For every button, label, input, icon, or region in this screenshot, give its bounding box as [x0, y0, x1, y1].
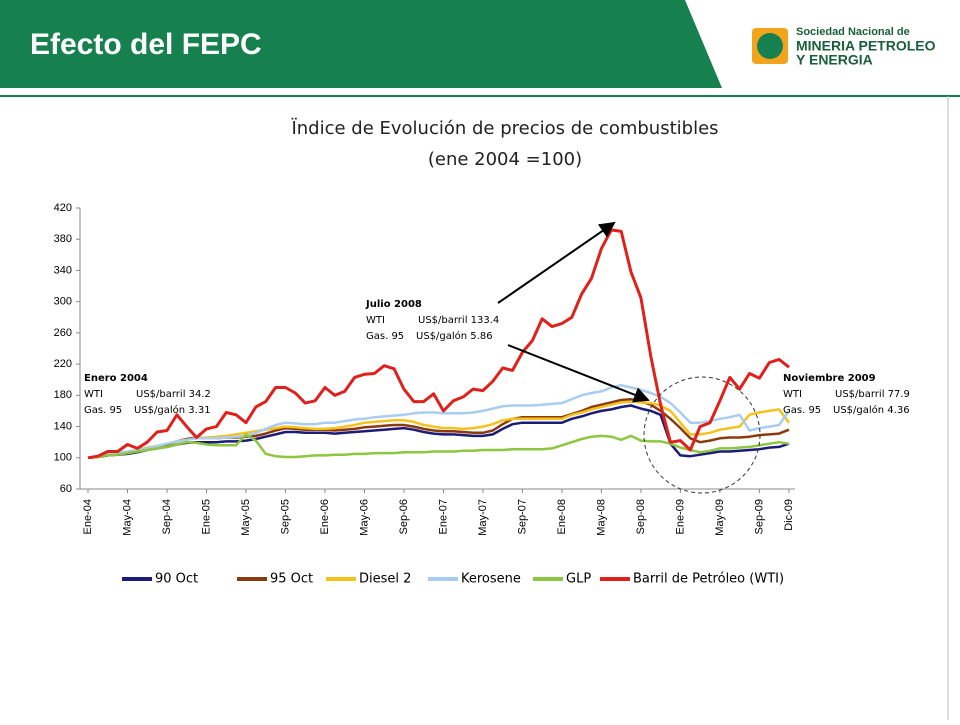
- legend-label: Kerosene: [461, 572, 521, 587]
- chart-subtitle: (ene 2004 =100): [428, 149, 582, 170]
- y-tick-label: 340: [54, 264, 72, 276]
- y-tick-label: 260: [54, 327, 72, 339]
- y-tick-label: 180: [54, 389, 72, 401]
- annotation-value: US$/barril 77.9: [835, 389, 910, 400]
- y-tick-label: 380: [54, 233, 72, 245]
- logo-text: MINERIA PETROLEO: [796, 38, 936, 54]
- annotation-value: US$/barril 133.4: [418, 315, 499, 326]
- x-tick-label: Sep-08: [635, 499, 647, 534]
- annotation-label: WTI: [366, 315, 385, 326]
- x-tick-label: May-04: [121, 499, 133, 536]
- annotation-title: Enero 2004: [84, 373, 148, 384]
- annotation-label: WTI: [783, 389, 802, 400]
- header-band: [0, 0, 722, 88]
- logo-icon-inner: [757, 33, 783, 59]
- legend-label: GLP: [566, 572, 591, 587]
- logo-text: Sociedad Nacional de: [796, 26, 910, 38]
- x-tick-label: Dic-09: [783, 499, 795, 531]
- chart-title: Ïndice de Evolución de precios de combus…: [291, 118, 718, 139]
- x-tick-label: Ene-05: [200, 499, 212, 534]
- x-tick-label: Ene-06: [319, 499, 331, 534]
- x-tick-label: May-08: [595, 499, 607, 536]
- plot: 60 100 140 180 220 260 300 340 380 420 Ene-04 May-0…: [54, 202, 795, 536]
- y-tick-label: 60: [60, 483, 72, 495]
- x-tick-label: Ene-09: [674, 499, 686, 534]
- x-tick-label: May-09: [714, 499, 726, 536]
- series-line: [87, 383, 791, 460]
- legend-label: Barril de Petróleo (WTI): [633, 572, 784, 587]
- x-tick-label: May-07: [477, 499, 489, 536]
- x-tick-label: Sep-09: [753, 499, 765, 534]
- arrow: [497, 221, 616, 304]
- annotation-label: WTI: [84, 389, 103, 400]
- highlight-circle: [643, 376, 761, 494]
- legend-label: 95 Oct: [270, 572, 313, 587]
- y-tick-label: 220: [54, 358, 72, 370]
- y-tick-label: 420: [54, 202, 72, 214]
- annotation-label: Gas. 95: [366, 331, 404, 342]
- x-tick-label: Ene-07: [437, 499, 449, 534]
- header-title: Efecto del FEPC: [30, 28, 262, 61]
- annotation-label: Gas. 95: [84, 405, 122, 416]
- arrow: [507, 344, 650, 403]
- series-line: [87, 433, 790, 460]
- annotation-title: Noviembre 2009: [783, 373, 876, 384]
- annotation-title: Julio 2008: [365, 299, 422, 310]
- x-tick-label: Sep-07: [516, 499, 528, 534]
- annotation-value: US$/galón 4.36: [833, 404, 910, 416]
- y-tick-label: 300: [54, 296, 72, 308]
- x-tick-label: Ene-08: [556, 499, 568, 534]
- legend-label: 90 Oct: [155, 572, 198, 587]
- x-tick-label: May-05: [240, 499, 252, 536]
- y-tick-label: 140: [54, 420, 72, 432]
- series-line: [87, 228, 790, 460]
- x-tick-label: Sep-04: [161, 499, 173, 534]
- legend-label: Diesel 2: [359, 572, 411, 587]
- annotation-value: US$/barril 34.2: [136, 389, 211, 400]
- x-tick-label: Sep-06: [398, 499, 410, 534]
- annotation-label: Gas. 95: [783, 405, 821, 416]
- x-tick-label: Ene-04: [82, 499, 94, 534]
- logo-text: Y ENERGIA: [796, 52, 873, 68]
- annotation-value: US$/galón 3.31: [134, 404, 211, 416]
- logo: Sociedad Nacional de MINERIA PETROLEO Y …: [752, 26, 936, 68]
- x-tick-label: Sep-05: [279, 499, 291, 534]
- x-tick-label: May-06: [358, 499, 370, 536]
- annotation-value: US$/galón 5.86: [416, 330, 493, 342]
- y-tick-label: 100: [54, 452, 72, 464]
